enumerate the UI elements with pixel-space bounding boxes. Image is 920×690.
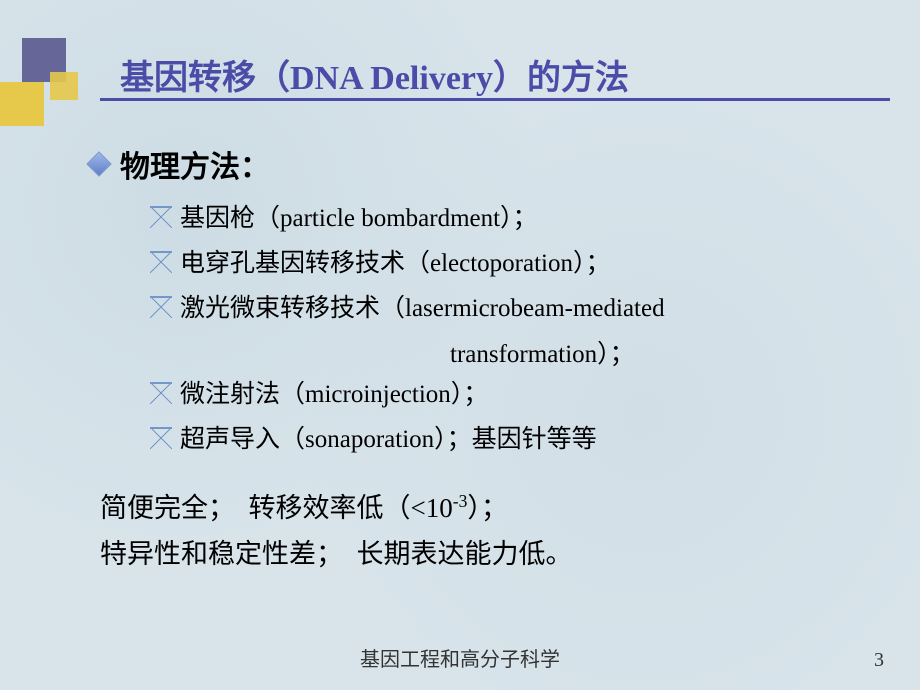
content-area: 物理方法： 基因枪（particle bombardment）； 电穿孔基因转移… [90, 142, 870, 578]
list-item-text: 超声导入（sonaporation）；基因针等等 [180, 421, 870, 460]
triangle-bullet-icon [150, 251, 172, 273]
list-item: 超声导入（sonaporation）；基因针等等 [150, 421, 870, 460]
decor-square-yellow-small [50, 72, 78, 100]
summary-block: 简便完全； 转移效率低（<10-3）； 特异性和稳定性差； 长期表达能力低。 [100, 486, 870, 578]
list-item-continuation: transformation）； [450, 334, 870, 370]
list-item-text: 基因枪（particle bombardment）； [180, 200, 870, 239]
list-item-text: 电穿孔基因转移技术（electoporation）； [180, 245, 870, 284]
list-item-text: 微注射法（microinjection）； [180, 376, 870, 415]
list-item-text: 激光微束转移技术（lasermicrobeam-mediated [180, 290, 870, 329]
section-heading-row: 物理方法： [90, 142, 870, 186]
page-number: 3 [874, 649, 884, 672]
summary-text: ）； [467, 493, 508, 523]
superscript: -3 [453, 491, 468, 511]
corner-decoration [0, 38, 100, 128]
list-item: 电穿孔基因转移技术（electoporation）； [150, 245, 870, 284]
diamond-bullet-icon [86, 151, 111, 176]
section-heading: 物理方法： [120, 142, 270, 186]
footer-text: 基因工程和高分子科学 [0, 643, 920, 672]
triangle-bullet-icon [150, 296, 172, 318]
list-item: 微注射法（microinjection）； [150, 376, 870, 415]
summary-line-2: 特异性和稳定性差； 长期表达能力低。 [100, 532, 870, 578]
decor-square-yellow-large [0, 82, 44, 126]
bullet-list: 基因枪（particle bombardment）； 电穿孔基因转移技术（ele… [150, 200, 870, 460]
triangle-bullet-icon [150, 382, 172, 404]
triangle-bullet-icon [150, 427, 172, 449]
triangle-bullet-icon [150, 206, 172, 228]
list-item: 激光微束转移技术（lasermicrobeam-mediated [150, 290, 870, 329]
slide-title: 基因转移（DNA Delivery）的方法 [120, 50, 880, 99]
title-underline [100, 98, 890, 101]
summary-text: 简便完全； 转移效率低（<10 [100, 493, 453, 523]
list-item: 基因枪（particle bombardment）； [150, 200, 870, 239]
summary-line-1: 简便完全； 转移效率低（<10-3）； [100, 486, 870, 532]
